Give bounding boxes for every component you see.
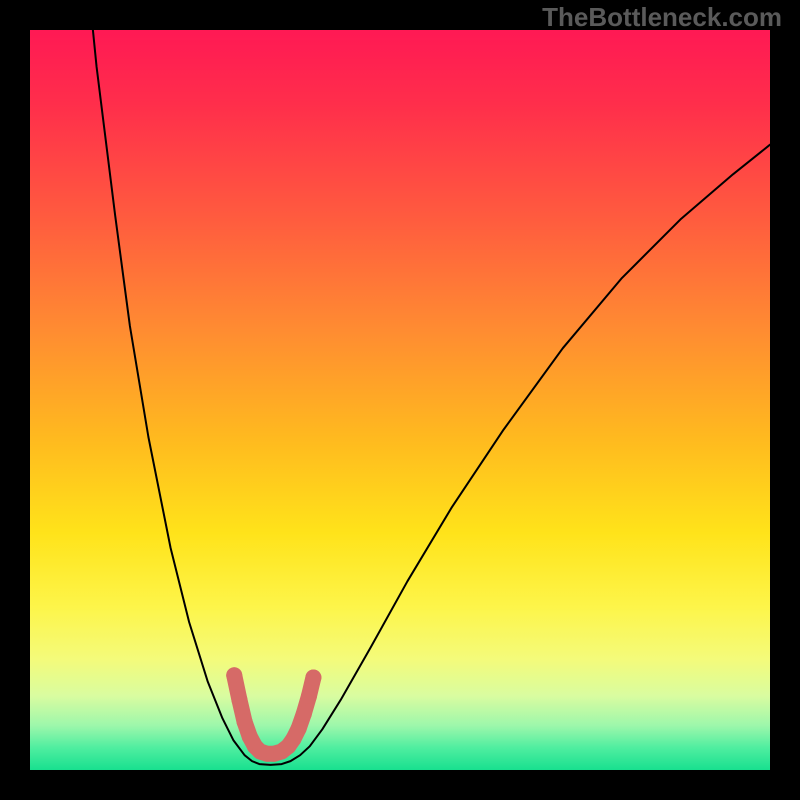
bottleneck-highlight-marker xyxy=(237,714,253,730)
bottleneck-highlight-marker xyxy=(231,692,247,708)
plot-area xyxy=(30,30,770,770)
chart-svg xyxy=(30,30,770,770)
outer-frame: TheBottleneck.com xyxy=(0,0,800,800)
watermark-text: TheBottleneck.com xyxy=(542,2,782,33)
bottleneck-highlight-marker xyxy=(291,721,307,737)
bottleneck-highlight-marker xyxy=(301,688,317,704)
bottleneck-highlight-marker xyxy=(226,667,242,683)
gradient-background xyxy=(30,30,770,770)
bottleneck-highlight-marker xyxy=(305,670,321,686)
bottleneck-highlight-marker xyxy=(296,706,312,722)
